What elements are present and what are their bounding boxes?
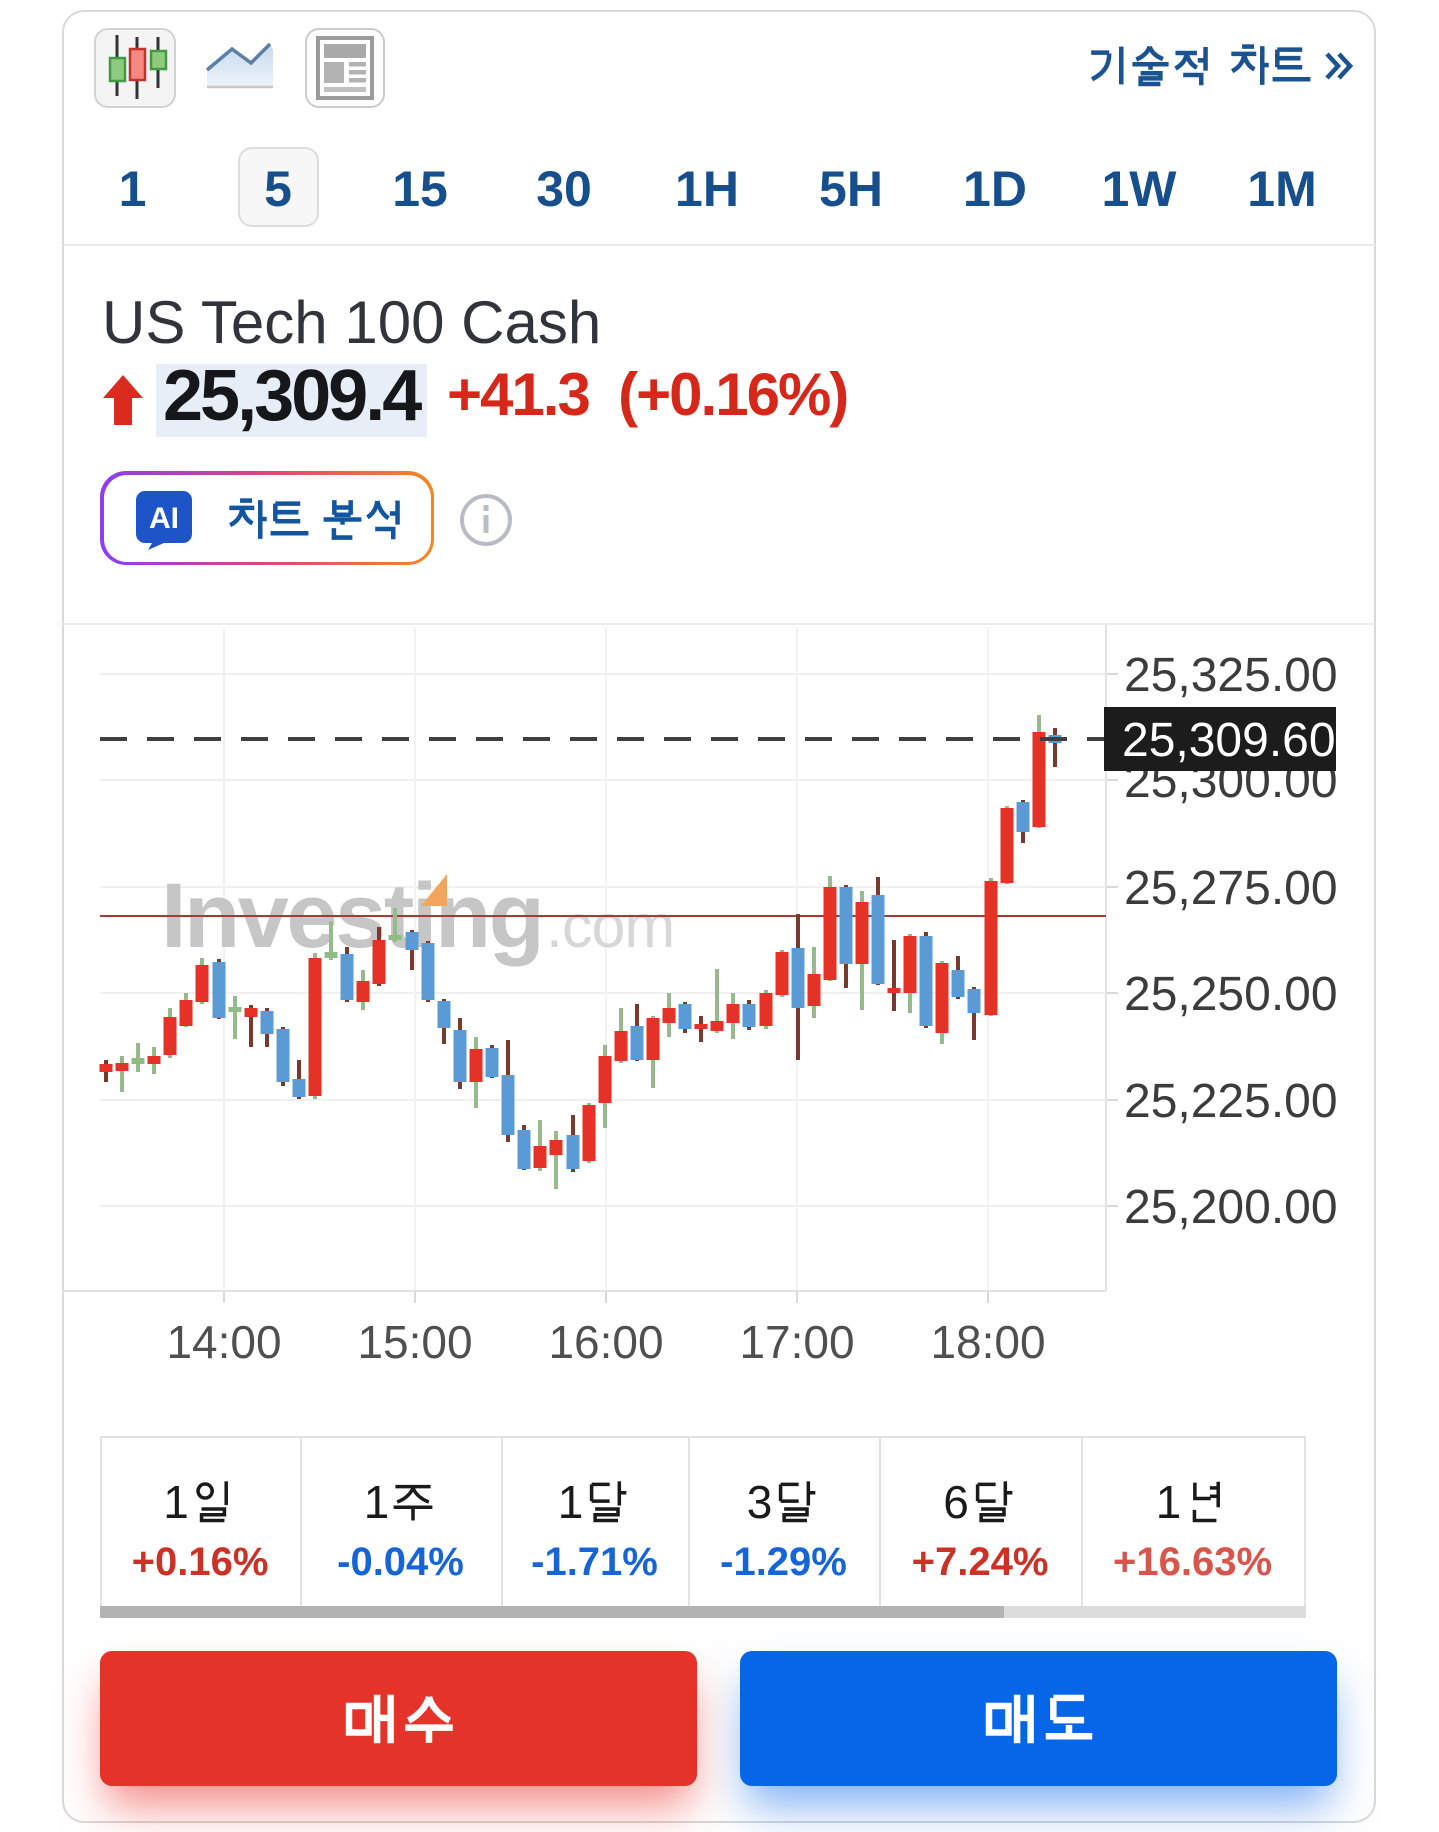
svg-text:25,200.00: 25,200.00 bbox=[1124, 1181, 1338, 1234]
svg-text:25,275.00: 25,275.00 bbox=[1124, 862, 1338, 915]
svg-text:16:00: 16:00 bbox=[548, 1316, 663, 1368]
svg-text:25,225.00: 25,225.00 bbox=[1124, 1075, 1338, 1128]
svg-text:25,250.00: 25,250.00 bbox=[1124, 968, 1338, 1021]
svg-text:17:00: 17:00 bbox=[739, 1316, 854, 1368]
svg-text:14:00: 14:00 bbox=[166, 1316, 281, 1368]
svg-text:25,309.60: 25,309.60 bbox=[1122, 714, 1336, 767]
svg-text:.com: .com bbox=[546, 892, 674, 960]
svg-text:AI: AI bbox=[149, 502, 179, 535]
svg-text:15:00: 15:00 bbox=[357, 1316, 472, 1368]
svg-text:18:00: 18:00 bbox=[930, 1316, 1045, 1368]
svg-text:25,325.00: 25,325.00 bbox=[1124, 649, 1338, 702]
